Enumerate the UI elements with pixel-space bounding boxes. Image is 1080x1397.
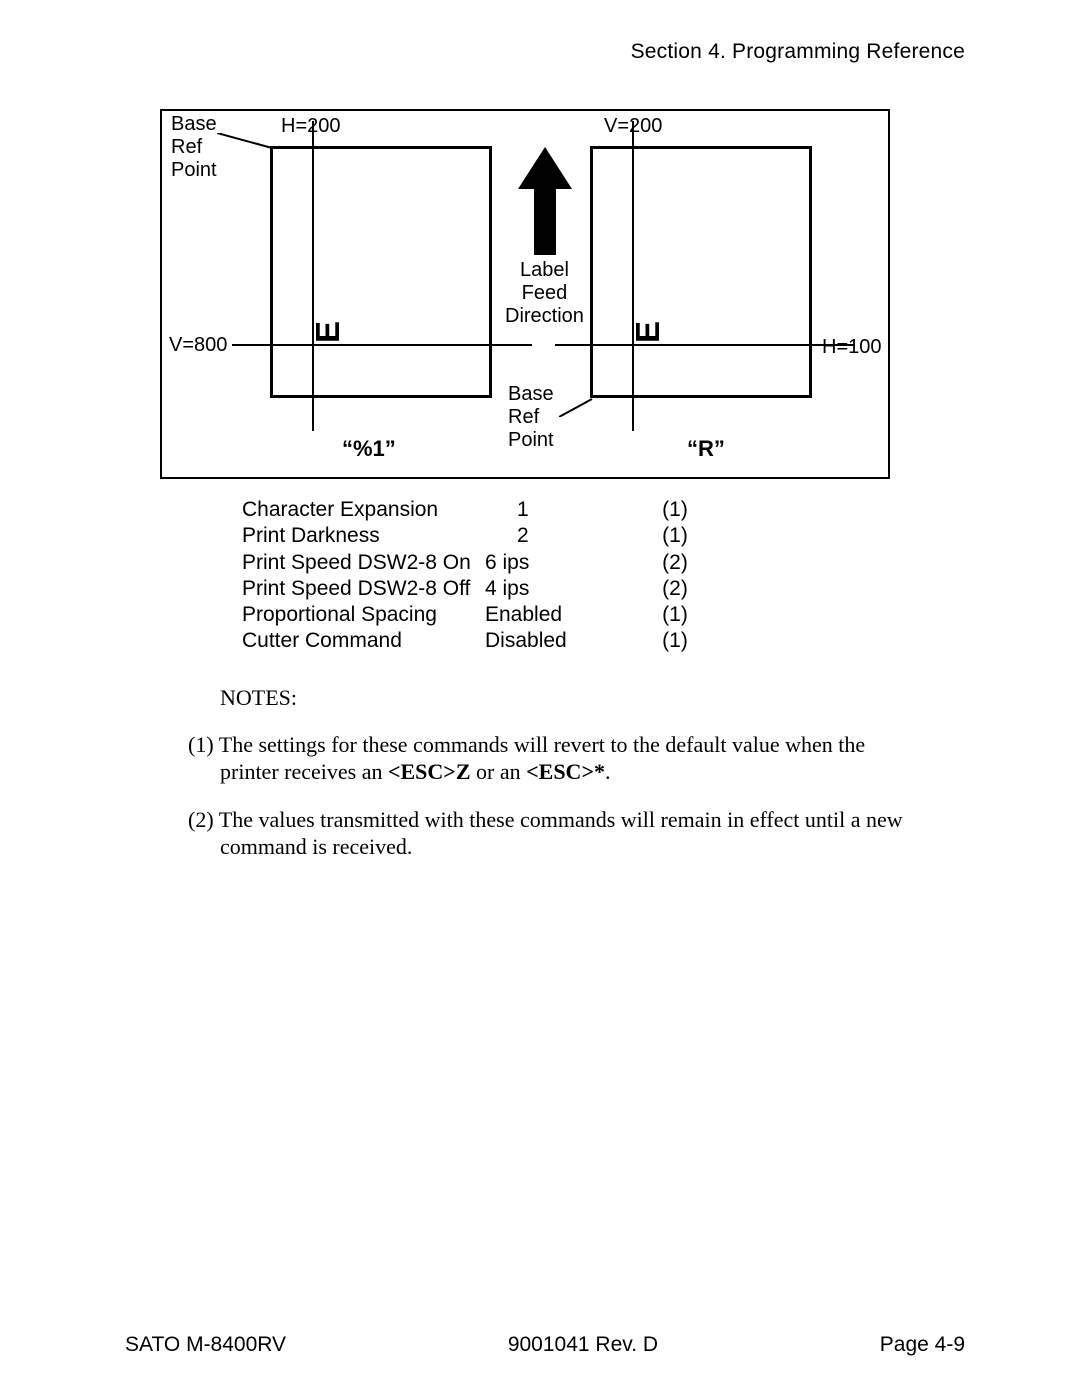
setting-note: (1) xyxy=(650,628,700,654)
note-prefix: (2) xyxy=(188,807,219,832)
setting-value: 1 xyxy=(485,497,650,523)
setting-note: (2) xyxy=(650,576,700,602)
right-cross-h xyxy=(555,344,855,346)
setting-value: 4 ips xyxy=(485,576,650,602)
table-row: Cutter Command Disabled (1) xyxy=(242,628,965,654)
code-label-left: “%1” xyxy=(342,436,396,462)
setting-value: 6 ips xyxy=(485,550,650,576)
setting-name: Proportional Spacing xyxy=(242,602,485,628)
left-cross-v xyxy=(312,121,314,431)
table-row: Character Expansion 1 (1) xyxy=(242,497,965,523)
notes-heading: NOTES: xyxy=(220,685,965,711)
note-text: The values transmitted with these comman… xyxy=(219,807,903,860)
diagram-frame: E E Base Ref Point H=200 V=200 V=800 H=1… xyxy=(160,109,890,479)
right-label-box xyxy=(590,146,812,398)
note-text: or an xyxy=(471,759,527,784)
note-bold: <ESC>Z xyxy=(388,759,471,784)
section-header: Section 4. Programming Reference xyxy=(125,40,965,64)
setting-name: Print Darkness xyxy=(242,523,485,549)
label-base-ref-top: Base Ref Point xyxy=(171,113,217,182)
footer-center: 9001041 Rev. D xyxy=(508,1333,658,1357)
setting-name: Print Speed DSW2-8 Off xyxy=(242,576,485,602)
setting-name: Print Speed DSW2-8 On xyxy=(242,550,485,576)
setting-value: 2 xyxy=(485,523,650,549)
setting-value: Enabled xyxy=(485,602,650,628)
table-row: Print Darkness 2 (1) xyxy=(242,523,965,549)
setting-name: Character Expansion xyxy=(242,497,485,523)
label-h100: H=100 xyxy=(822,336,882,359)
table-row: Print Speed DSW2-8 Off 4 ips (2) xyxy=(242,576,965,602)
left-cross-h xyxy=(232,344,532,346)
footer-left: SATO M-8400RV xyxy=(125,1333,286,1357)
setting-note: (1) xyxy=(650,497,700,523)
footer-right: Page 4-9 xyxy=(880,1333,965,1357)
note-text: . xyxy=(605,759,611,784)
setting-note: (2) xyxy=(650,550,700,576)
page-footer: SATO M-8400RV 9001041 Rev. D Page 4-9 xyxy=(125,1333,965,1357)
setting-note: (1) xyxy=(650,523,700,549)
label-v200: V=200 xyxy=(604,115,662,138)
label-feed-direction: Label Feed Direction xyxy=(505,259,584,328)
label-h200: H=200 xyxy=(281,115,341,138)
right-e-glyph: E xyxy=(629,321,667,343)
label-base-ref-bottom: Base Ref Point xyxy=(508,383,554,452)
code-label-right: “R” xyxy=(687,436,725,462)
left-e-glyph: E xyxy=(309,321,347,343)
right-cross-v xyxy=(632,121,634,431)
setting-name: Cutter Command xyxy=(242,628,485,654)
label-v800: V=800 xyxy=(169,334,227,357)
setting-note: (1) xyxy=(650,602,700,628)
right-ref-connector xyxy=(559,397,595,417)
setting-value: Disabled xyxy=(485,628,650,654)
left-label-box xyxy=(270,146,492,398)
note-item-1: (1) The settings for these commands will… xyxy=(188,731,918,786)
note-bold: <ESC>* xyxy=(526,759,605,784)
left-ref-connector xyxy=(217,133,277,153)
settings-table: Character Expansion 1 (1) Print Darkness… xyxy=(242,497,965,655)
table-row: Proportional Spacing Enabled (1) xyxy=(242,602,965,628)
note-item-2: (2) The values transmitted with these co… xyxy=(188,806,918,861)
feed-direction-arrow xyxy=(518,147,572,255)
note-prefix: (1) xyxy=(188,732,219,757)
table-row: Print Speed DSW2-8 On 6 ips (2) xyxy=(242,550,965,576)
